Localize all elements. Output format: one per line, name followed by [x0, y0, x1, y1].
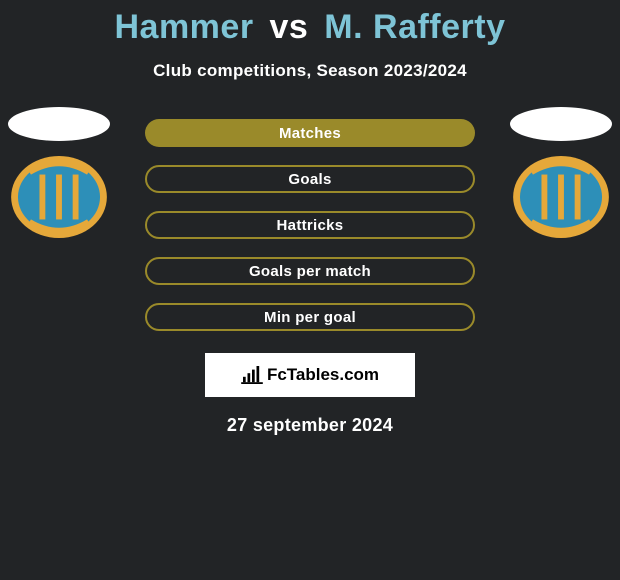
player1-avatar-column: [4, 107, 114, 239]
player1-head-placeholder: [8, 107, 110, 141]
stat-label: Goals per match: [249, 263, 371, 280]
brand-text: FcTables.com: [267, 365, 379, 385]
snapshot-date: 27 september 2024: [0, 415, 620, 436]
stat-label: Min per goal: [264, 309, 356, 326]
stat-bar-min-per-goal: Min per goal: [145, 303, 475, 331]
stat-bar-hattricks: Hattricks: [145, 211, 475, 239]
player2-name: M. Rafferty: [324, 8, 505, 46]
season-subtitle: Club competitions, Season 2023/2024: [0, 61, 620, 81]
vs-separator: vs: [270, 8, 309, 46]
stat-bar-matches: Matches: [145, 119, 475, 147]
player1-club-badge: [10, 155, 108, 239]
player2-club-badge: [512, 155, 610, 239]
stat-label: Matches: [279, 125, 341, 142]
player2-avatar-column: [506, 107, 616, 239]
comparison-content: Matches Goals Hattricks Goals per match …: [0, 119, 620, 436]
stat-bars: Matches Goals Hattricks Goals per match …: [145, 119, 475, 331]
bar-chart-icon: [241, 366, 263, 384]
stat-label: Hattricks: [277, 217, 344, 234]
player1-name: Hammer: [114, 8, 253, 46]
brand-attribution: FcTables.com: [205, 353, 415, 397]
stat-bar-goals: Goals: [145, 165, 475, 193]
player2-head-placeholder: [510, 107, 612, 141]
comparison-title: Hammer vs M. Rafferty: [0, 0, 620, 47]
stat-bar-goals-per-match: Goals per match: [145, 257, 475, 285]
stat-label: Goals: [288, 171, 331, 188]
